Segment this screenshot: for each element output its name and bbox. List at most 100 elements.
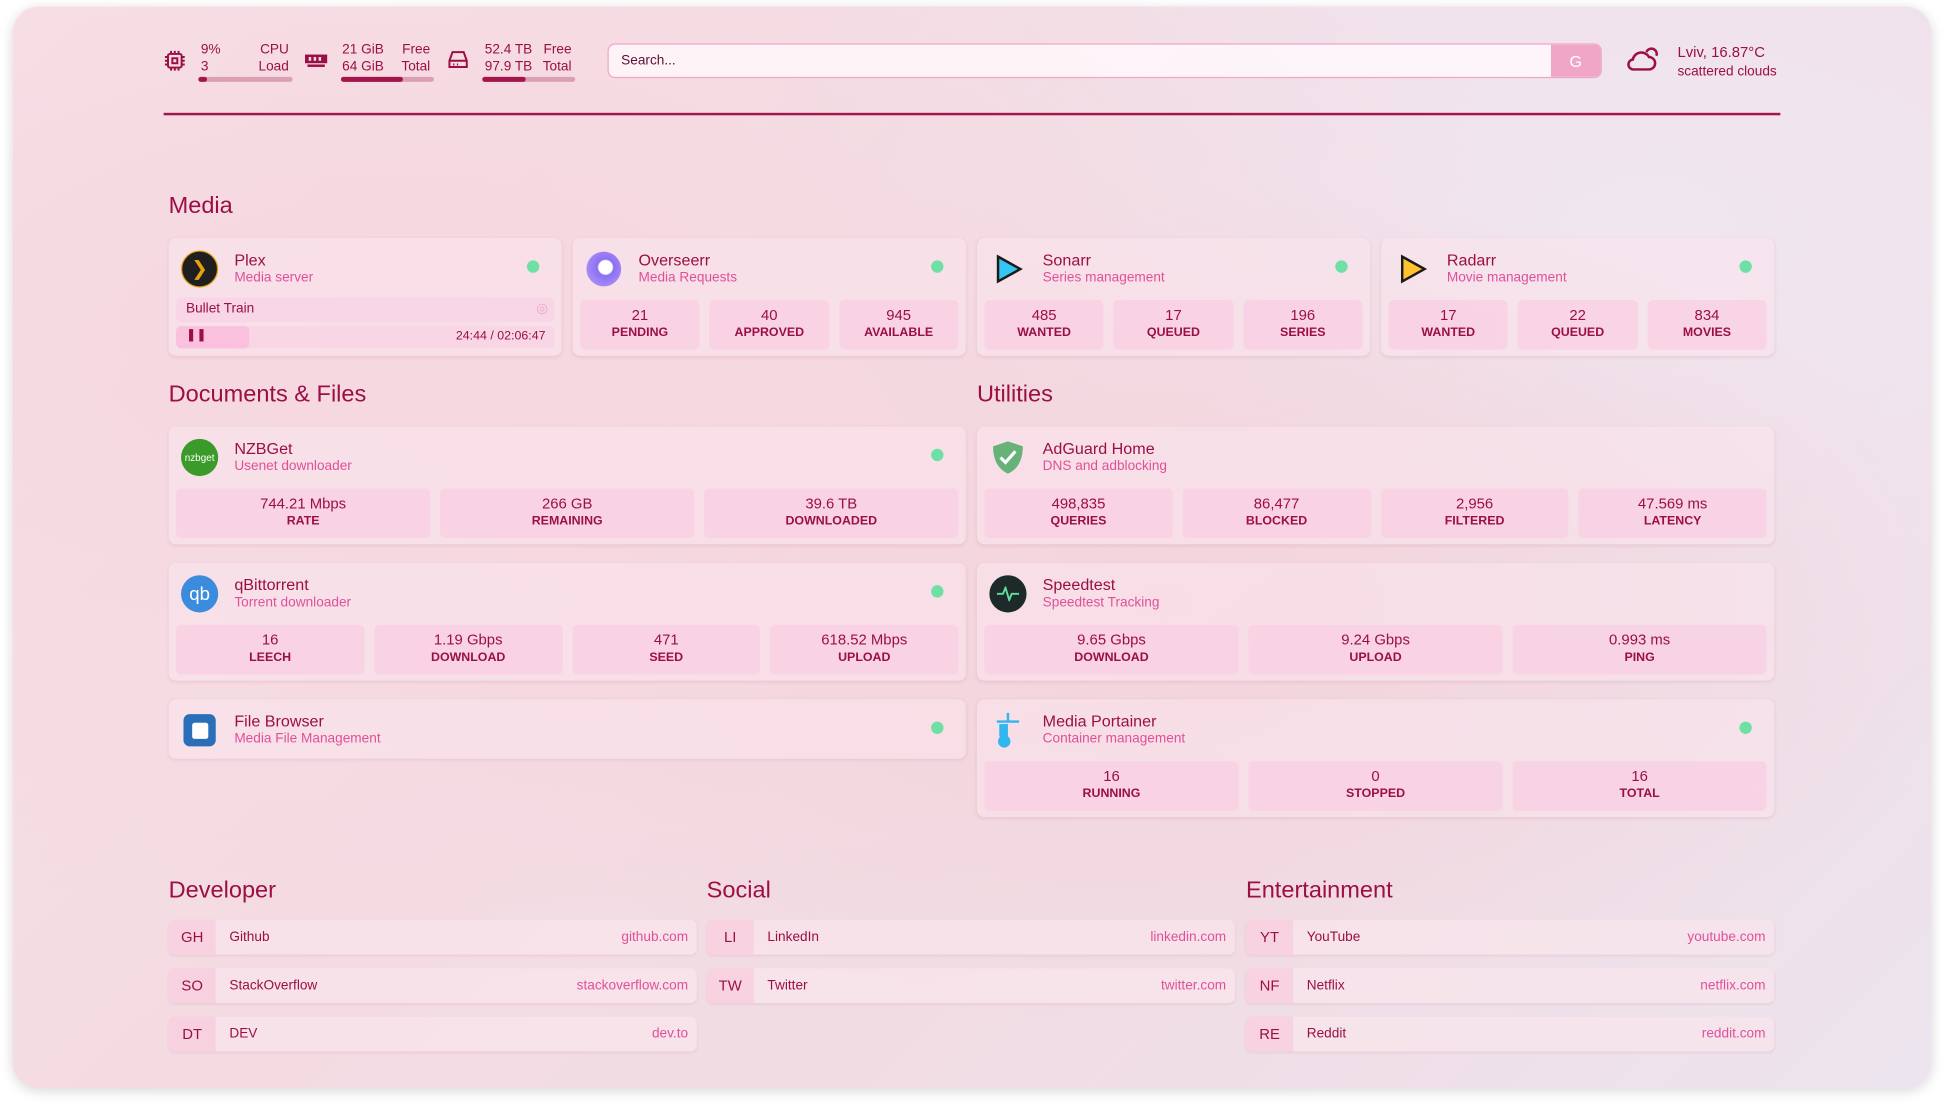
stream-icon: ◎ (536, 301, 548, 317)
bookmark-url[interactable]: github.com (621, 929, 689, 945)
stat-block: 17 WANTED (1388, 300, 1509, 350)
status-dot (1335, 260, 1348, 273)
qbittorrent-icon: qb (181, 575, 219, 613)
bookmark-developer[interactable]: SO StackOverflow stackoverflow.com (168, 968, 697, 1003)
service-description: DNS and adblocking (1042, 458, 1168, 474)
filebrowser-icon (181, 712, 218, 749)
service-name: Media Portainer (1042, 711, 1157, 731)
bookmark-url[interactable]: linkedin.com (1150, 929, 1227, 945)
bookmark-name: LinkedIn (767, 929, 820, 945)
stat-value: 471 (653, 631, 679, 649)
stat-label: RATE (286, 514, 320, 529)
cpu-usage: 9% 3 (200, 42, 221, 75)
bookmark-name: Netflix (1306, 978, 1345, 994)
stats-row: 485 WANTED 17 QUEUED 196 SERIES (984, 300, 1363, 350)
now-playing-title: Bullet Train (185, 301, 255, 317)
section-title-developer: Developer (168, 877, 276, 904)
stats-row: 16 RUNNING 0 STOPPED 16 TOTAL (984, 761, 1767, 811)
bookmark-entertainment[interactable]: NF Netflix netflix.com (1245, 968, 1775, 1003)
section-title-social: Social (706, 877, 771, 904)
status-dot (1739, 721, 1752, 734)
overseerr-icon (585, 250, 622, 287)
stat-value: 485 (1031, 306, 1057, 324)
stat-value: 266 GB (541, 494, 593, 513)
stat-value: 86,477 (1253, 494, 1300, 513)
service-name: Plex (234, 250, 266, 270)
stat-label: LATENCY (1643, 514, 1702, 529)
service-name: qBittorrent (234, 575, 309, 594)
service-card-radarr[interactable]: Radarr Movie management 17 WANTED 22 QUEUED… (1381, 238, 1775, 356)
stat-label: FILTERED (1444, 514, 1505, 529)
stat-label: STOPPED (1346, 787, 1406, 801)
search-bar: G (607, 43, 1602, 79)
stat-block: 834 MOVIES (1647, 300, 1767, 350)
search-engine-button[interactable]: G (1550, 44, 1601, 77)
search-input[interactable] (608, 44, 1551, 77)
bookmark-entertainment[interactable]: YT YouTube youtube.com (1245, 919, 1775, 955)
bookmark-abbr: RE (1245, 1016, 1294, 1052)
service-card-plex[interactable]: ❯ Plex Media server Bullet Train ◎ ❚❚ 24… (168, 238, 562, 356)
service-description: Media Requests (638, 270, 738, 286)
stat-value: 17 (1440, 306, 1457, 324)
bookmark-social[interactable]: LI LinkedIn linkedin.com (706, 919, 1235, 955)
stat-label: SEED (649, 650, 684, 665)
service-card-nzbget[interactable]: nzbget NZBGet Usenet downloader 744.21 M… (168, 426, 966, 545)
stat-block: 86,477 BLOCKED (1182, 488, 1371, 539)
pause-icon[interactable]: ❚❚ (185, 328, 207, 343)
stat-value: 22 (1569, 306, 1586, 324)
service-card-filebrowser[interactable]: File Browser Media File Management (168, 699, 966, 759)
cpu-usage-bar (198, 76, 293, 82)
stat-label: RUNNING (1082, 787, 1141, 801)
stat-block: 21 PENDING (580, 300, 700, 350)
stat-block: 618.52 Mbps UPLOAD (770, 624, 959, 675)
service-card-portainer[interactable]: Media Portainer Container management 16 R… (976, 699, 1775, 818)
stat-block: 9.24 Gbps UPLOAD (1248, 624, 1503, 675)
stat-label: REMAINING (531, 514, 603, 529)
stat-label: BLOCKED (1245, 514, 1308, 529)
service-card-adguard[interactable]: AdGuard Home DNS and adblocking 498,835 Q… (976, 426, 1775, 545)
stat-block: 47.569 ms LATENCY (1578, 488, 1767, 539)
stat-block: 0.993 ms PING (1512, 624, 1767, 675)
stat-label: WANTED (1017, 326, 1071, 340)
status-dot (931, 721, 944, 734)
service-name: Speedtest (1042, 575, 1116, 594)
stat-block: 0 STOPPED (1248, 761, 1503, 811)
bookmark-url[interactable]: stackoverflow.com (576, 978, 689, 994)
bookmark-url[interactable]: reddit.com (1701, 1026, 1766, 1042)
service-card-speedtest[interactable]: Speedtest Speedtest Tracking 9.65 Gbps DO… (976, 562, 1775, 681)
section-title-media: Media (168, 193, 233, 220)
status-dot (1739, 260, 1752, 273)
stat-label: QUEUED (1551, 326, 1605, 340)
header-divider (163, 112, 1781, 116)
bookmark-url[interactable]: netflix.com (1700, 978, 1766, 994)
stat-value: 9.24 Gbps (1341, 631, 1410, 649)
bookmark-url[interactable]: youtube.com (1687, 929, 1766, 945)
bookmark-name: YouTube (1306, 929, 1361, 945)
memory-icon (304, 51, 328, 75)
service-name: Radarr (1446, 250, 1497, 270)
bookmark-developer[interactable]: GH Github github.com (168, 919, 697, 955)
playback-progress: ❚❚ 24:44 / 02:06:47 (176, 326, 555, 349)
bookmark-url[interactable]: twitter.com (1160, 978, 1227, 994)
bookmark-name: Github (229, 929, 270, 945)
stat-value: 196 (1290, 306, 1316, 324)
stat-block: 16 LEECH (176, 624, 365, 675)
stat-value: 945 (886, 306, 912, 324)
cpu-icon (164, 50, 186, 79)
service-description: Speedtest Tracking (1042, 595, 1160, 610)
service-card-sonarr[interactable]: Sonarr Series management 485 WANTED 17 QUEU… (976, 238, 1370, 356)
sonarr-icon (989, 250, 1026, 287)
stat-block: 9.65 Gbps DOWNLOAD (984, 624, 1239, 675)
stat-block: 485 WANTED (984, 300, 1104, 350)
bookmark-url[interactable]: dev.to (651, 1026, 689, 1042)
playback-time: 24:44 / 02:06:47 (455, 329, 546, 344)
service-card-overseerr[interactable]: Overseerr Media Requests 21 PENDING 40 APPR… (572, 238, 966, 356)
weather-condition: scattered clouds (1677, 64, 1777, 80)
bookmark-entertainment[interactable]: RE Reddit reddit.com (1245, 1016, 1775, 1052)
section-title-entertainment: Entertainment (1245, 877, 1393, 904)
stat-value: 744.21 Mbps (260, 494, 347, 513)
bookmark-social[interactable]: TW Twitter twitter.com (706, 968, 1235, 1003)
bookmark-abbr: NF (1245, 968, 1294, 1003)
bookmark-developer[interactable]: DT DEV dev.to (168, 1016, 697, 1052)
service-card-qbittorrent[interactable]: qb qBittorrent Torrent downloader 16 LEEC… (168, 562, 966, 681)
